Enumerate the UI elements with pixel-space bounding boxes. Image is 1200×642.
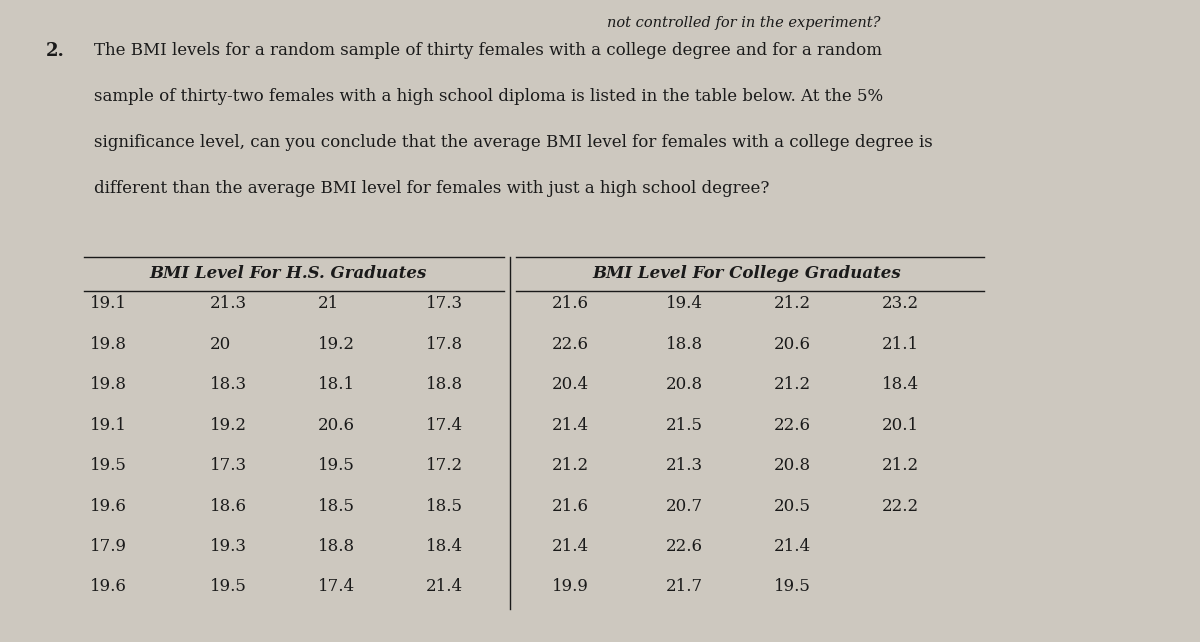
Text: 18.4: 18.4 [426, 538, 463, 555]
Text: 18.8: 18.8 [318, 538, 355, 555]
Text: 20.7: 20.7 [666, 498, 703, 514]
Text: 21: 21 [318, 295, 340, 312]
Text: 19.2: 19.2 [318, 336, 355, 352]
Text: different than the average BMI level for females with just a high school degree?: different than the average BMI level for… [94, 180, 769, 197]
Text: 21.1: 21.1 [882, 336, 919, 352]
Text: 18.4: 18.4 [882, 376, 919, 393]
Text: 19.1: 19.1 [90, 417, 127, 433]
Text: 19.6: 19.6 [90, 578, 127, 595]
Text: significance level, can you conclude that the average BMI level for females with: significance level, can you conclude tha… [94, 134, 932, 151]
Text: 22.6: 22.6 [774, 417, 811, 433]
Text: 20.6: 20.6 [318, 417, 355, 433]
Text: 21.5: 21.5 [666, 417, 703, 433]
Text: 19.5: 19.5 [90, 457, 127, 474]
Text: 23.2: 23.2 [882, 295, 919, 312]
Text: sample of thirty-two females with a high school diploma is listed in the table b: sample of thirty-two females with a high… [94, 88, 883, 105]
Text: 18.3: 18.3 [210, 376, 247, 393]
Text: 17.9: 17.9 [90, 538, 127, 555]
Text: 19.4: 19.4 [666, 295, 703, 312]
Text: 18.8: 18.8 [426, 376, 463, 393]
Text: 17.3: 17.3 [210, 457, 247, 474]
Text: 17.4: 17.4 [426, 417, 463, 433]
Text: 21.6: 21.6 [552, 295, 589, 312]
Text: The BMI levels for a random sample of thirty females with a college degree and f: The BMI levels for a random sample of th… [94, 42, 882, 58]
Text: 21.4: 21.4 [552, 417, 589, 433]
Text: 19.8: 19.8 [90, 376, 127, 393]
Text: 19.5: 19.5 [774, 578, 811, 595]
Text: 18.5: 18.5 [318, 498, 355, 514]
Text: 21.3: 21.3 [666, 457, 703, 474]
Text: BMI Level For College Graduates: BMI Level For College Graduates [593, 265, 901, 282]
Text: 21.2: 21.2 [882, 457, 919, 474]
Text: 19.5: 19.5 [318, 457, 355, 474]
Text: 21.2: 21.2 [774, 295, 811, 312]
Text: 22.6: 22.6 [552, 336, 589, 352]
Text: not controlled for in the experiment?: not controlled for in the experiment? [607, 16, 881, 30]
Text: 19.5: 19.5 [210, 578, 247, 595]
Text: 2.: 2. [46, 42, 65, 60]
Text: 18.5: 18.5 [426, 498, 463, 514]
Text: 20.8: 20.8 [774, 457, 811, 474]
Text: 18.8: 18.8 [666, 336, 703, 352]
Text: 21.4: 21.4 [552, 538, 589, 555]
Text: 21.4: 21.4 [774, 538, 811, 555]
Text: 21.3: 21.3 [210, 295, 247, 312]
Text: 17.8: 17.8 [426, 336, 463, 352]
Text: 17.2: 17.2 [426, 457, 463, 474]
Text: 18.6: 18.6 [210, 498, 247, 514]
Text: 19.6: 19.6 [90, 498, 127, 514]
Text: 20.5: 20.5 [774, 498, 811, 514]
Text: 19.3: 19.3 [210, 538, 247, 555]
Text: 21.6: 21.6 [552, 498, 589, 514]
Text: 17.3: 17.3 [426, 295, 463, 312]
Text: 21.4: 21.4 [426, 578, 463, 595]
Text: 22.2: 22.2 [882, 498, 919, 514]
Text: 21.2: 21.2 [552, 457, 589, 474]
Text: 19.2: 19.2 [210, 417, 247, 433]
Text: 19.8: 19.8 [90, 336, 127, 352]
Text: 20: 20 [210, 336, 232, 352]
Text: 19.1: 19.1 [90, 295, 127, 312]
Text: 20.4: 20.4 [552, 376, 589, 393]
Text: 20.1: 20.1 [882, 417, 919, 433]
Text: 22.6: 22.6 [666, 538, 703, 555]
Text: 21.7: 21.7 [666, 578, 703, 595]
Text: 20.8: 20.8 [666, 376, 703, 393]
Text: BMI Level For H.S. Graduates: BMI Level For H.S. Graduates [149, 265, 427, 282]
Text: 17.4: 17.4 [318, 578, 355, 595]
Text: 21.2: 21.2 [774, 376, 811, 393]
Text: 19.9: 19.9 [552, 578, 589, 595]
Text: 18.1: 18.1 [318, 376, 355, 393]
Text: 20.6: 20.6 [774, 336, 811, 352]
